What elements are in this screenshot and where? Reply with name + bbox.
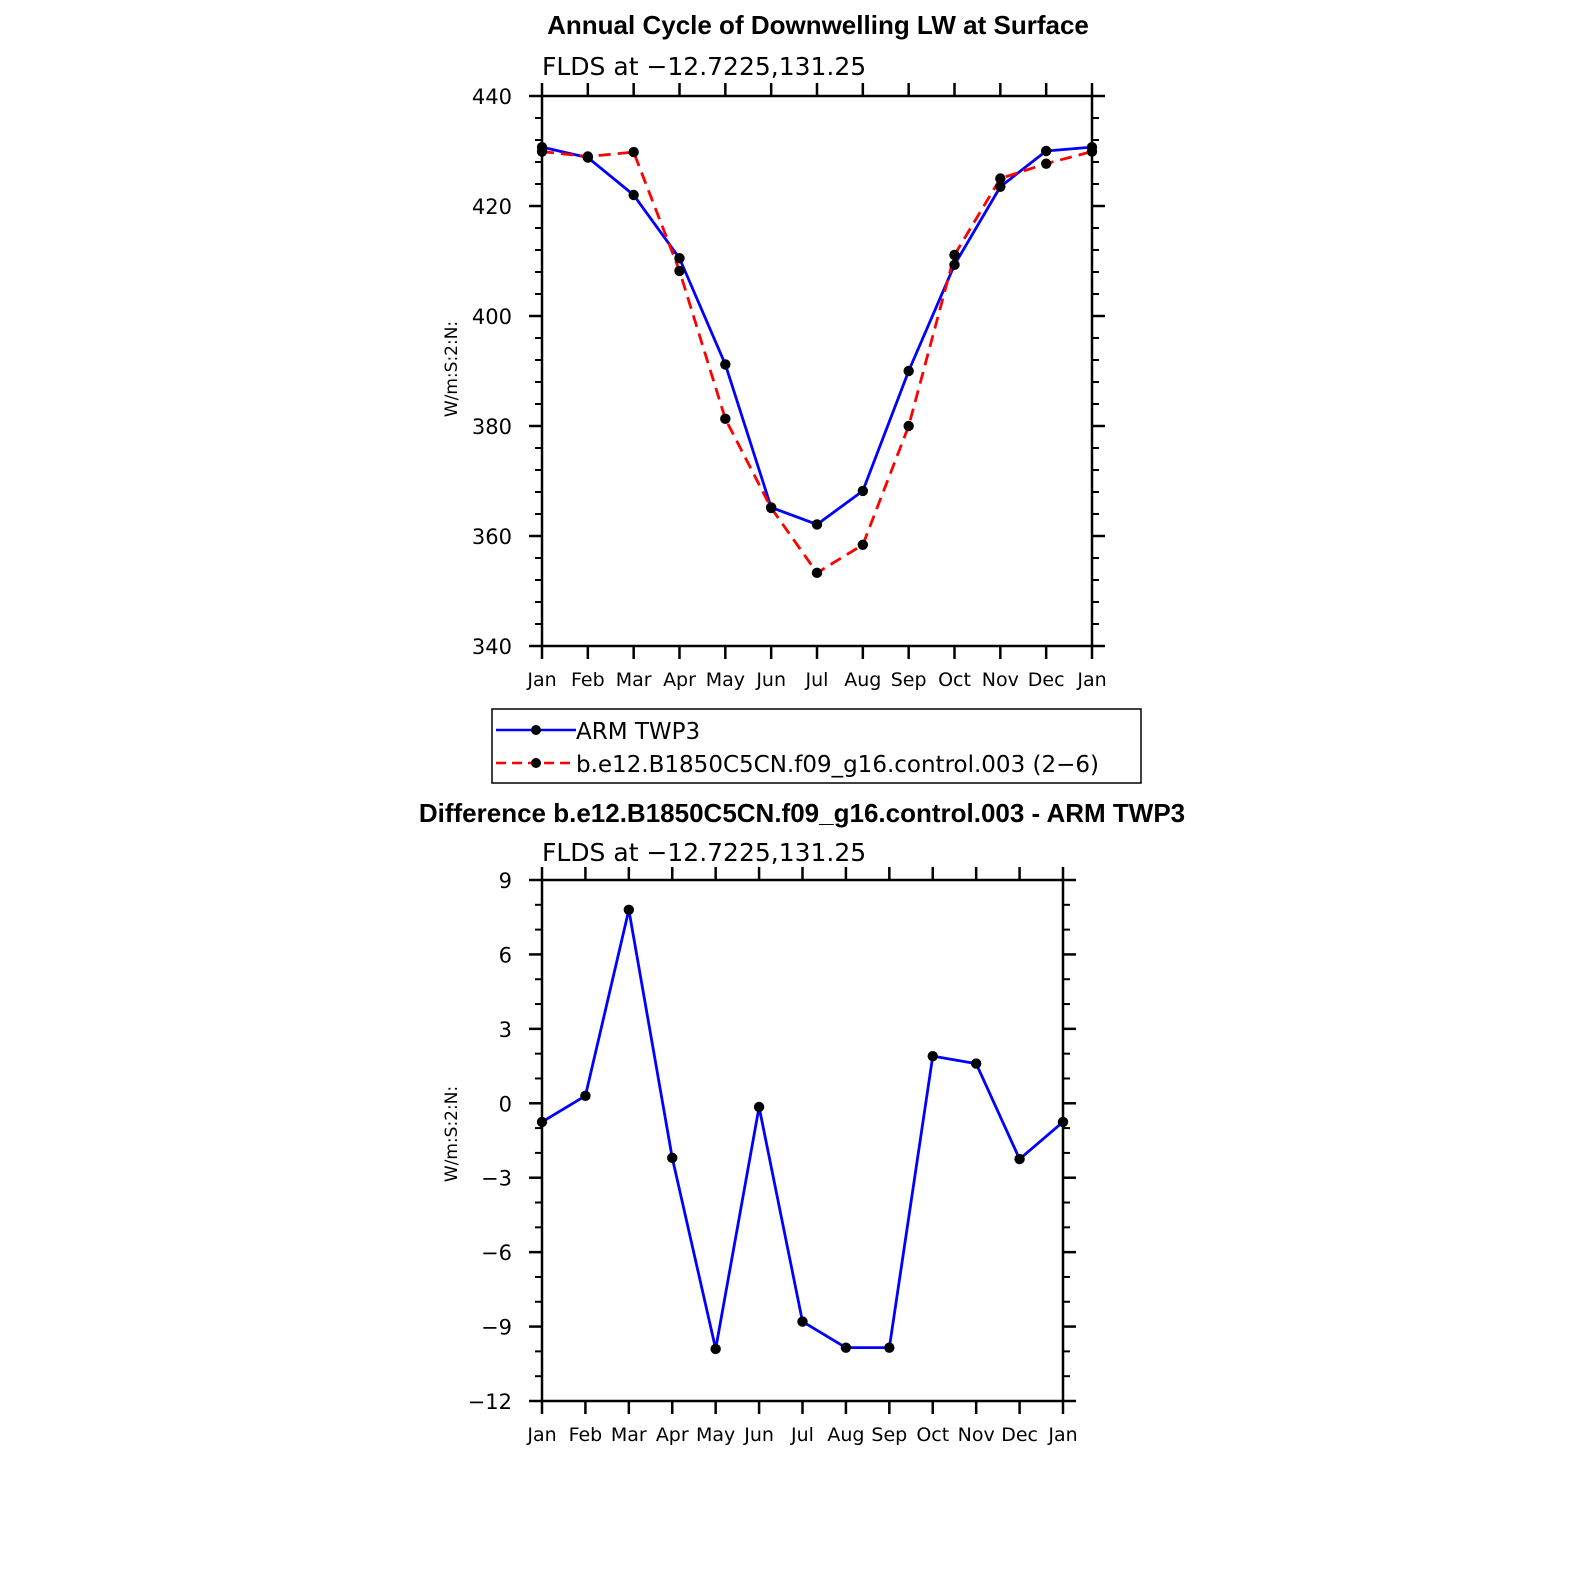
y-tick-label: −9 <box>481 1316 512 1340</box>
y-axis-label: W/m:S:2:N: <box>442 1086 462 1182</box>
series-line-0 <box>541 145 1093 526</box>
x-tick-label: May <box>696 1424 735 1446</box>
series-line-0 <box>541 908 1064 1351</box>
y-tick-label: 3 <box>499 1018 512 1042</box>
data-point <box>995 173 1006 184</box>
y-tick-label: 340 <box>472 635 512 659</box>
x-tick-label: Mar <box>611 1424 647 1446</box>
data-point <box>1014 1153 1025 1165</box>
x-tick-label: Jun <box>755 669 786 691</box>
data-point <box>857 485 869 497</box>
x-tick-label: Dec <box>1028 669 1065 691</box>
y-tick-label: 440 <box>472 85 512 109</box>
data-point <box>667 1152 678 1164</box>
legend-label-model: b.e12.B1850C5CN.f09_g16.control.003 (2−6… <box>576 752 1099 778</box>
y-tick-label: 0 <box>499 1092 512 1116</box>
data-point <box>753 1101 765 1113</box>
data-point <box>1040 158 1052 169</box>
x-tick-label: Dec <box>1001 1424 1038 1446</box>
y-tick-label: −6 <box>481 1241 512 1265</box>
x-tick-label: Jan <box>1047 1424 1077 1446</box>
plot-frame <box>540 94 1094 648</box>
legend: ARM TWP3 b.e12.B1850C5CN.f09_g16.control… <box>491 708 1142 784</box>
data-point <box>674 265 685 277</box>
x-tick-label: May <box>706 669 745 691</box>
data-point <box>995 181 1006 192</box>
data-point <box>811 567 823 579</box>
series-line-1 <box>541 150 1093 575</box>
x-tick-label: Aug <box>844 669 881 691</box>
x-tick-label: Oct <box>938 669 971 691</box>
data-point <box>674 253 685 264</box>
legend-box <box>491 708 1142 784</box>
x-tick-label: Sep <box>891 669 927 691</box>
x-tick-label: Oct <box>916 1424 949 1446</box>
data-point <box>970 1058 982 1069</box>
data-point <box>623 904 635 915</box>
y-tick-label: 400 <box>472 305 512 329</box>
data-point <box>903 420 914 432</box>
difference-panel: Difference b.e12.B1850C5CN.f09_g16.contr… <box>419 798 1185 1446</box>
y-axis-label: W/m:S:2:N: <box>442 321 462 417</box>
data-point <box>580 1090 591 1102</box>
data-point <box>857 539 869 550</box>
x-tick-label: Nov <box>982 669 1019 691</box>
x-tick-label: Apr <box>656 1424 689 1446</box>
y-tick-label: 420 <box>472 195 512 219</box>
data-point <box>811 519 823 530</box>
chart-subtitle: FLDS at −12.7225,131.25 <box>542 838 866 867</box>
plot-frame <box>540 878 1065 1403</box>
y-tick-label: −12 <box>468 1390 512 1414</box>
x-tick-label: Jul <box>790 1424 814 1446</box>
data-point <box>720 413 731 425</box>
x-tick-label: Jul <box>805 669 829 691</box>
legend-label-arm: ARM TWP3 <box>576 719 700 745</box>
x-tick-label: Aug <box>827 1424 864 1446</box>
y-tick-label: 6 <box>499 943 512 967</box>
data-point <box>884 1342 895 1353</box>
data-point <box>710 1343 721 1355</box>
y-tick-label: 380 <box>472 415 512 439</box>
data-point <box>628 146 639 158</box>
data-point <box>1040 145 1052 157</box>
x-tick-label: Apr <box>663 669 696 691</box>
data-point <box>797 1316 808 1327</box>
legend-marker-arm <box>531 725 541 735</box>
data-point <box>582 151 594 162</box>
data-point <box>927 1050 938 1062</box>
y-tick-label: 360 <box>472 525 512 549</box>
x-tick-label: Feb <box>569 1424 603 1446</box>
y-tick-label: −3 <box>481 1167 512 1191</box>
data-point <box>949 259 960 271</box>
x-tick-label: Nov <box>958 1424 995 1446</box>
x-tick-label: Sep <box>871 1424 907 1446</box>
annual-cycle-panel: Annual Cycle of Downwelling LW at Surfac… <box>442 10 1107 691</box>
legend-marker-model <box>531 758 541 768</box>
data-point <box>720 359 731 370</box>
y-tick-label: 9 <box>499 869 512 893</box>
chart-title: Difference b.e12.B1850C5CN.f09_g16.contr… <box>419 798 1185 828</box>
x-tick-label: Jun <box>743 1424 774 1446</box>
data-point <box>840 1342 852 1353</box>
data-point <box>765 502 777 514</box>
x-tick-label: Jan <box>526 1424 556 1446</box>
data-point <box>949 249 960 261</box>
x-tick-label: Jan <box>1076 669 1106 691</box>
chart-subtitle: FLDS at −12.7225,131.25 <box>542 52 866 81</box>
data-point <box>903 365 914 377</box>
x-tick-label: Mar <box>616 669 652 691</box>
x-tick-label: Feb <box>571 669 605 691</box>
chart-title: Annual Cycle of Downwelling LW at Surfac… <box>547 10 1089 40</box>
data-point <box>628 189 639 201</box>
x-tick-label: Jan <box>526 669 556 691</box>
